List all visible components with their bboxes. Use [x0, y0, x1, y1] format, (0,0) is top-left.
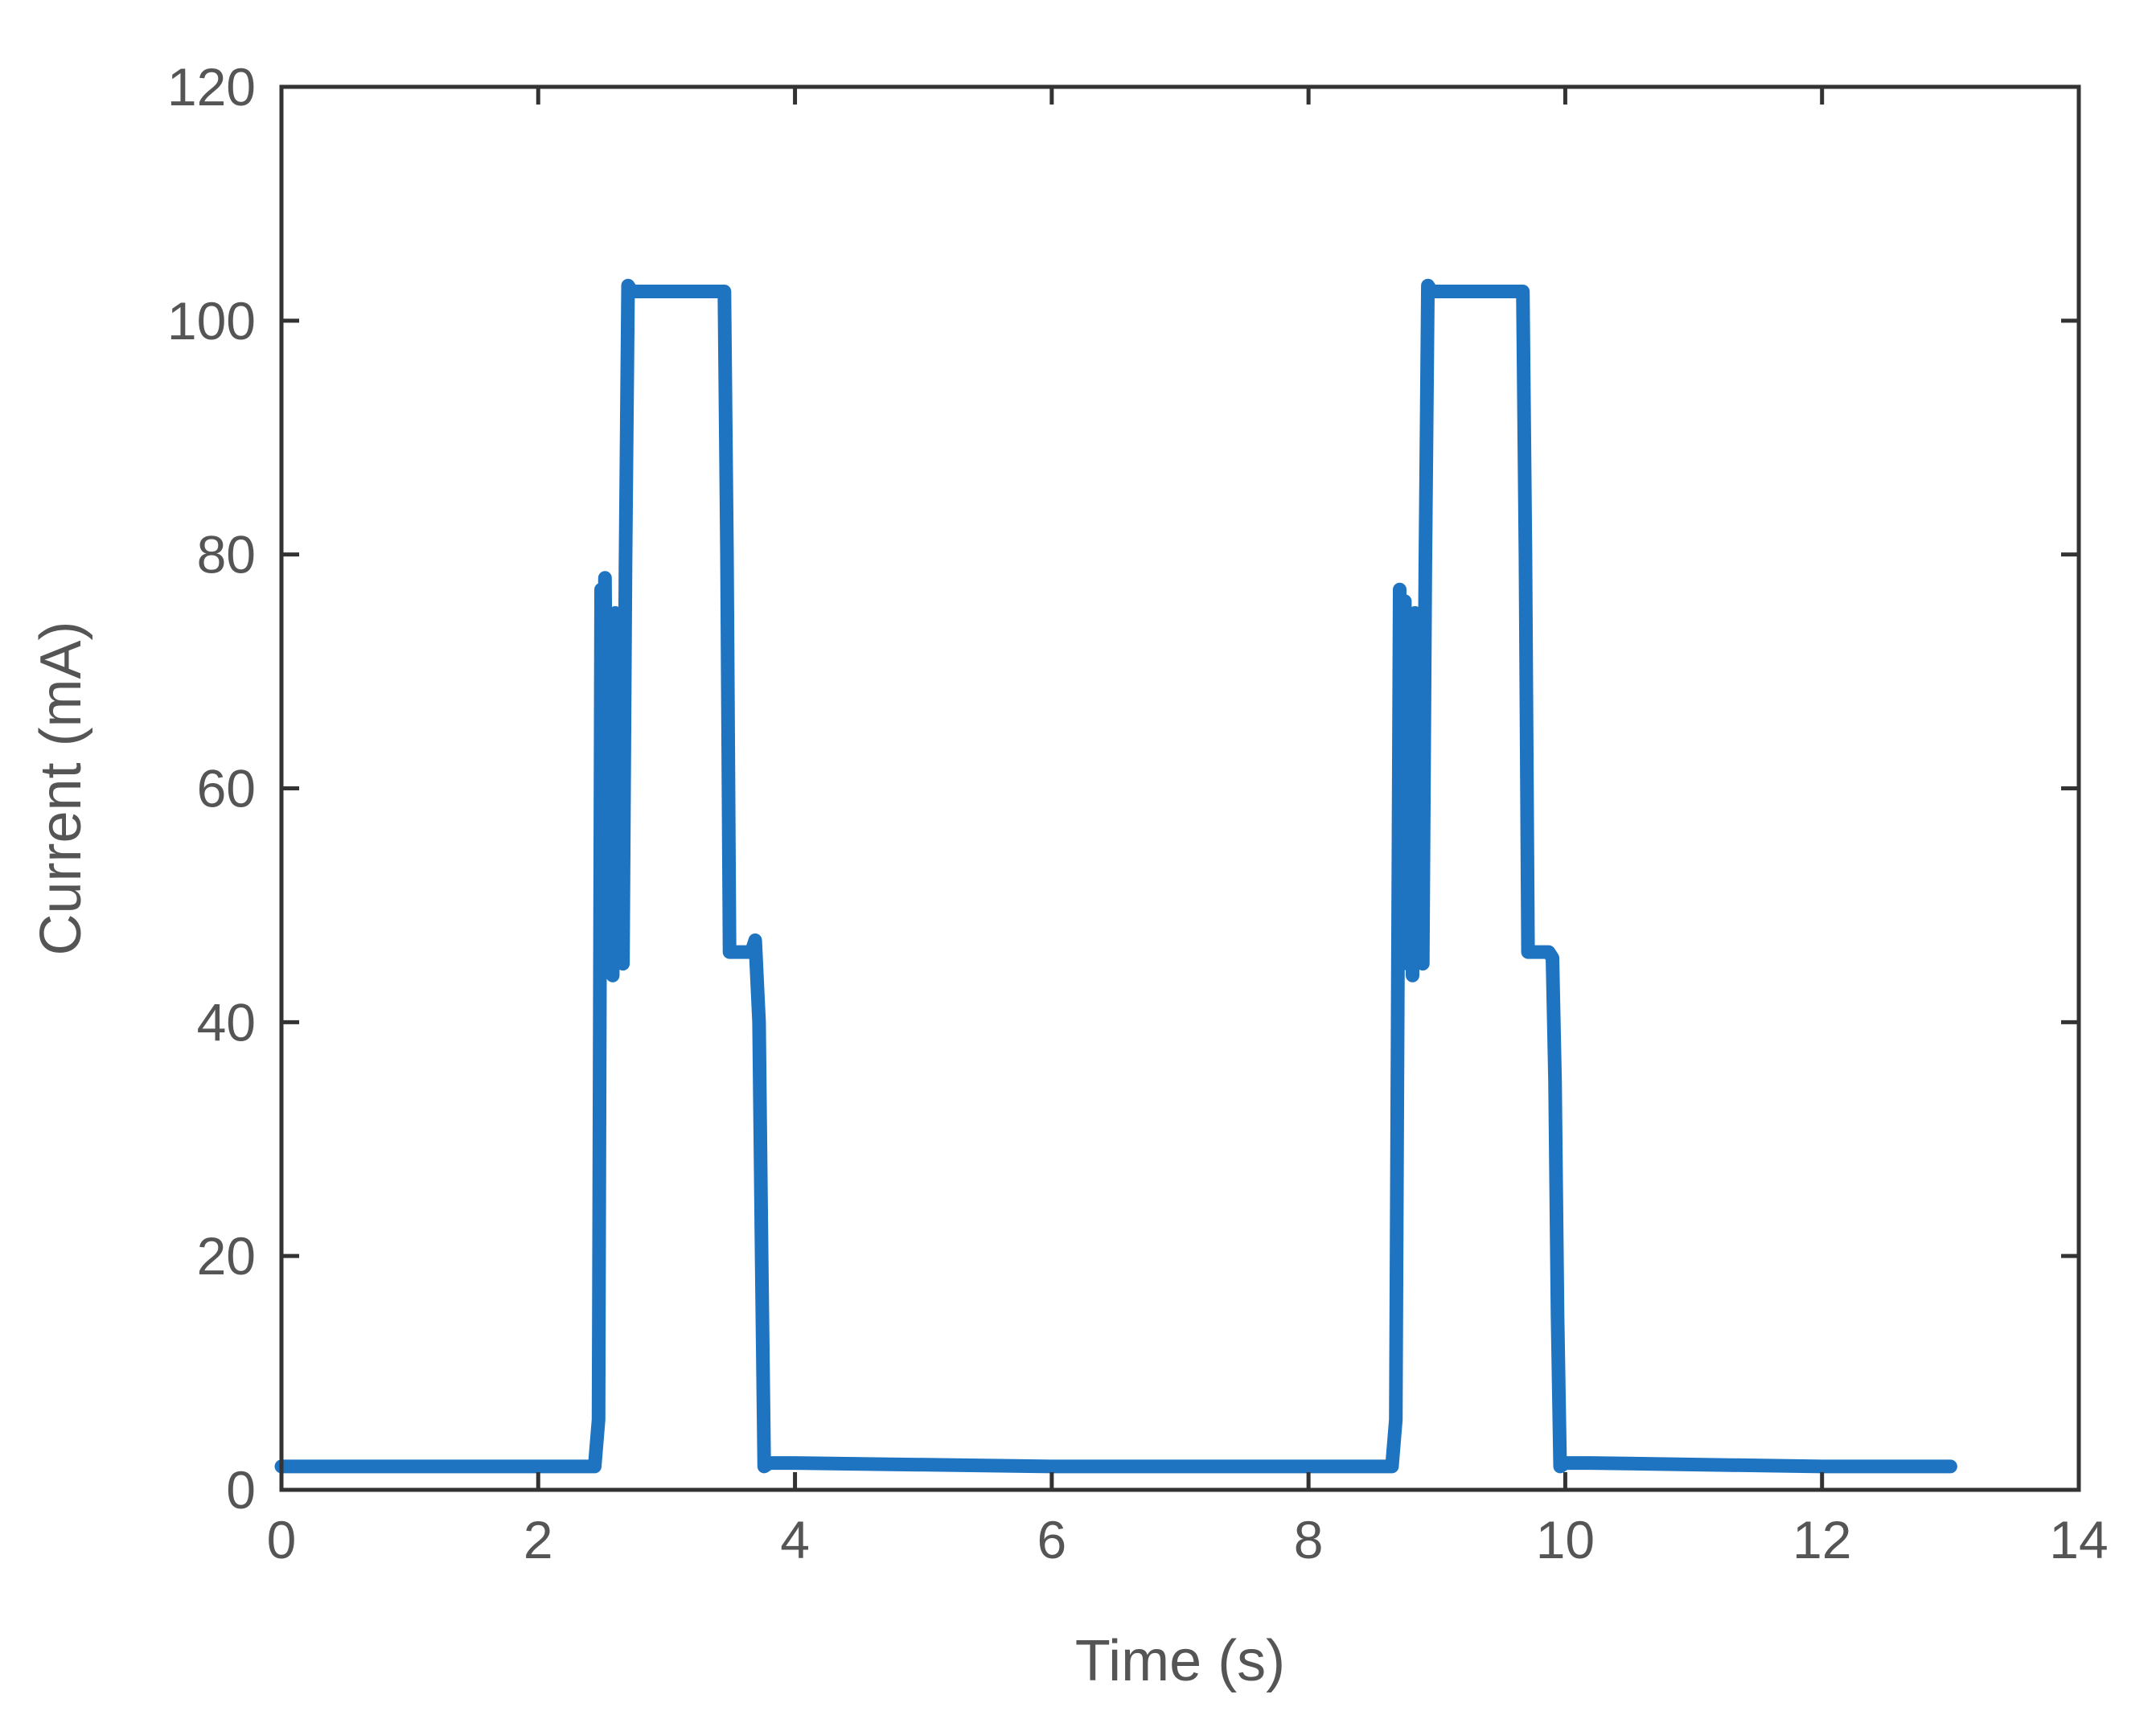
y-tick-label: 0 [226, 1460, 256, 1520]
y-tick-label: 80 [197, 525, 256, 585]
series-layer [274, 278, 1957, 1474]
axes-layer: 0 2 4 6 8 10 12 14 0 20 40 60 80 100 120 [167, 57, 2109, 1569]
x-axis-title: Time (s) [1075, 1629, 1285, 1693]
y-tick-label: 100 [167, 291, 256, 351]
x-tick-label: 6 [1037, 1510, 1066, 1569]
plot-area [281, 87, 2079, 1490]
y-tick-label: 20 [197, 1226, 256, 1286]
y-tick-label: 60 [197, 759, 256, 818]
y-tick-label: 120 [167, 57, 256, 117]
x-tick-label: 10 [1536, 1510, 1595, 1569]
x-tick-label: 4 [780, 1510, 810, 1569]
series-line-1 [274, 278, 1957, 1474]
y-axis-title: Current (mA) [29, 621, 93, 955]
x-tick-label: 0 [267, 1510, 297, 1569]
x-tick-label: 12 [1793, 1510, 1851, 1569]
plot-background [281, 87, 2079, 1490]
y-tick-label: 40 [197, 992, 256, 1052]
x-tick-label: 14 [2049, 1510, 2108, 1569]
x-tick-label: 2 [524, 1510, 553, 1569]
x-tick-label: 8 [1294, 1510, 1324, 1569]
